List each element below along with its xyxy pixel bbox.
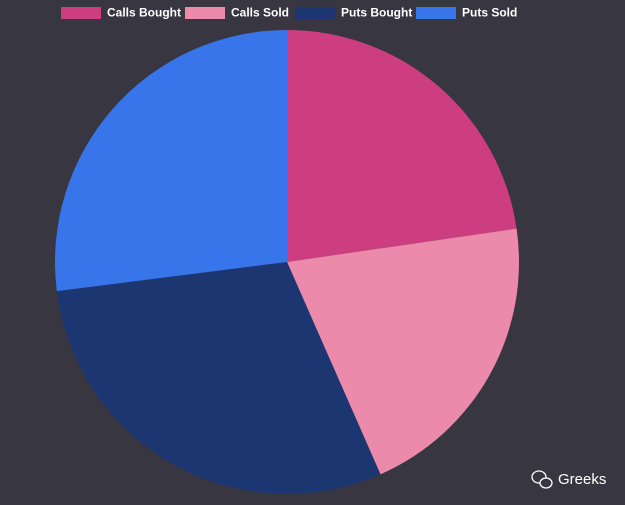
legend-swatch [416, 7, 456, 19]
legend-swatch [185, 7, 225, 19]
legend-label: Calls Bought [107, 6, 181, 20]
legend-label: Calls Sold [231, 6, 289, 20]
watermark: Greeks [558, 471, 606, 488]
pie-slice [287, 228, 519, 475]
pie-slice [56, 262, 381, 494]
legend-label: Puts Bought [341, 6, 412, 20]
legend-swatch [61, 7, 101, 19]
wechat-icon [531, 470, 553, 489]
legend-label: Puts Sold [462, 6, 517, 20]
pie-slice [287, 30, 517, 262]
legend-swatch [295, 7, 335, 19]
pie-slice [54, 30, 287, 292]
